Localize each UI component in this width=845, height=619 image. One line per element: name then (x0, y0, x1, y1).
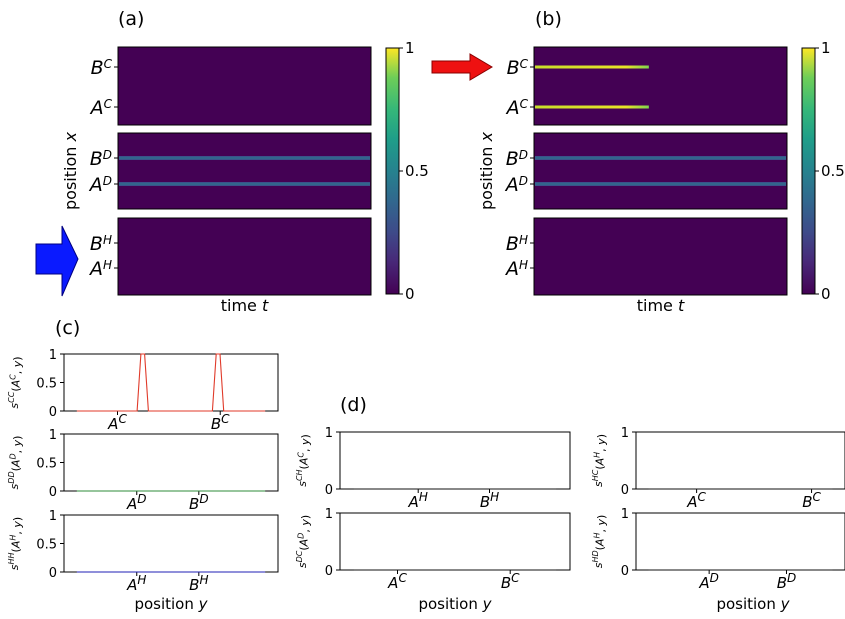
panel-label-a: (a) (118, 8, 144, 30)
tick-label-BC: BC (507, 57, 529, 79)
colorbar-tick-label: 1 (821, 39, 831, 57)
y-axis-label: sHD(AH, y) (591, 515, 608, 569)
y-tick-label: 0.5 (36, 457, 57, 472)
x-tick-label-BD: BD (189, 492, 209, 513)
heatmap-panel-b: BC AC BD AD BH AH time t position x 0 0.5 1 (477, 39, 845, 315)
colorbar-tick-label: 0.5 (821, 162, 845, 180)
tick-label-AD: AD (88, 174, 112, 196)
x-axis-label: position y (716, 595, 790, 613)
tick-label-BD: BD (506, 148, 528, 170)
x-tick-label-BD: BD (777, 571, 797, 592)
heatmap-cell-H (533, 217, 788, 296)
y-tick-label: 0.5 (36, 538, 57, 553)
tick-label-AH: AH (504, 258, 528, 280)
y-axis-label: sHH(AH, y) (7, 517, 24, 570)
right-arrow-red-icon (431, 53, 493, 81)
y-tick-label: 1 (621, 507, 629, 522)
heatmap-cell-C (117, 46, 372, 126)
y-tick-label: 0 (325, 483, 333, 498)
y-axis-label: position x (61, 132, 80, 210)
y-axis-label: sCC(AC, y) (7, 356, 24, 408)
y-tick-label: 0 (325, 564, 333, 579)
y-tick-label: 1 (49, 509, 57, 524)
x-tick-label-AC: AC (107, 412, 127, 433)
tick-label-BD: BD (90, 148, 112, 170)
x-tick-label-AC: AC (387, 571, 407, 592)
colorbar-tick-label: 0 (821, 285, 831, 303)
y-tick-label: 1 (325, 507, 333, 522)
x-tick-label-BC: BC (211, 412, 230, 433)
x-tick-label-AC: AC (686, 490, 706, 511)
x-axis-label: position y (134, 595, 208, 613)
x-tick-label-AH: AH (408, 490, 428, 511)
y-axis-label: sCH(AC, y) (295, 434, 312, 487)
y-axis-label: position x (477, 132, 496, 210)
panel-label-b: (b) (535, 8, 562, 30)
plot-frame (63, 433, 279, 492)
y-tick-label: 1 (49, 428, 57, 443)
x-axis-label: time t (637, 296, 685, 315)
y-tick-label: 1 (49, 348, 57, 363)
x-tick-label-BC: BC (501, 571, 520, 592)
plot-frame (635, 431, 845, 490)
x-tick-label-AD: AD (126, 492, 147, 513)
colorbar-tick-label: 1 (405, 39, 415, 57)
y-tick-label: 0 (621, 483, 629, 498)
y-axis-label: sHC(AH, y) (591, 434, 608, 487)
y-axis-label: sDD(AD, y) (7, 436, 24, 490)
x-tick-label-BH: BH (189, 573, 208, 594)
x-tick-label-AD: AD (698, 571, 719, 592)
y-tick-label: 0 (49, 405, 57, 420)
plot-frame (339, 512, 571, 571)
colorbar (801, 47, 816, 295)
heatmap-stripe (535, 105, 649, 109)
x-tick-label-BC: BC (802, 490, 821, 511)
y-axis-label: sDC(AD, y) (295, 515, 312, 568)
x-axis-label: position y (418, 595, 492, 613)
panel-label-d: (d) (340, 394, 367, 416)
y-tick-label: 0 (49, 485, 57, 500)
tick-label-AC: AC (505, 97, 529, 119)
tick-label-AD: AD (504, 174, 528, 196)
colorbar-tick-label: 0.5 (405, 162, 429, 180)
heatmap-cell-D (117, 132, 372, 210)
tick-label-BH: BH (90, 233, 112, 255)
heatmap-cell-H (117, 217, 372, 296)
y-tick-label: 0.5 (36, 377, 57, 392)
x-tick-label-AH: AH (126, 573, 146, 594)
heatmap-stripe (535, 65, 649, 69)
colorbar (385, 47, 400, 295)
heatmap-cell-C (533, 46, 788, 126)
x-tick-label-BH: BH (480, 490, 499, 511)
heatmap-panel-a: BC AC BD AD BH AH time t position x 0 0.5 1 (61, 39, 429, 315)
plot-frame (635, 512, 845, 571)
plot-frame (63, 514, 279, 573)
line-panel-d: 0 1 AH BH sCH(AC, y) 0 1 AC BC sHC(AH, y) 0 1 AC BC sD… (295, 426, 845, 613)
x-axis-label: time t (221, 296, 269, 315)
plot-frame (63, 353, 279, 412)
y-tick-label: 1 (621, 426, 629, 441)
y-tick-label: 1 (325, 426, 333, 441)
right-arrow-blue-icon (35, 225, 79, 297)
panel-label-c: (c) (55, 317, 80, 339)
y-tick-label: 0 (621, 564, 629, 579)
tick-label-AC: AC (89, 97, 113, 119)
colorbar-tick-label: 0 (405, 285, 415, 303)
tick-label-BH: BH (506, 233, 528, 255)
tick-label-AH: AH (88, 258, 112, 280)
tick-label-BC: BC (91, 57, 113, 79)
series-line (76, 353, 266, 412)
plot-frame (339, 431, 571, 490)
line-panel-c: 0 0.5 1 AC BC sCC(AC, y) 0 0.5 1 AD BD sDD(AD, y) 0 0… (7, 348, 279, 613)
y-tick-label: 0 (49, 566, 57, 581)
heatmap-cell-D (533, 132, 788, 210)
